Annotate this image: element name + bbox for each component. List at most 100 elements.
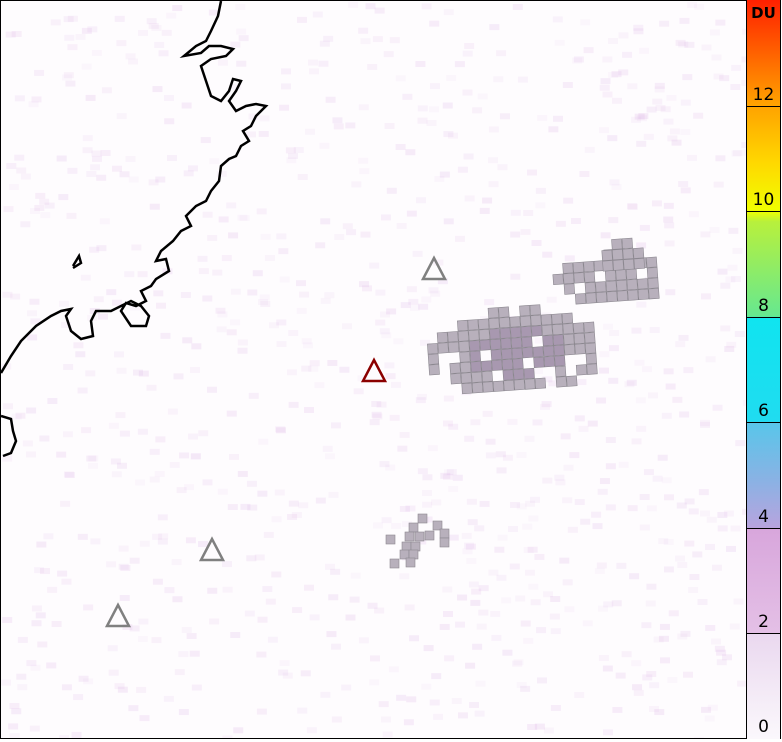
plume-cell [468, 329, 480, 341]
background-pixel [633, 24, 644, 31]
background-pixel [634, 113, 645, 120]
background-pixel [698, 489, 709, 496]
background-pixel [663, 216, 674, 223]
background-pixel [118, 563, 129, 570]
plume-cell [637, 278, 649, 290]
background-pixel [61, 578, 72, 585]
background-pixel [560, 433, 571, 440]
background-pixel [602, 91, 613, 98]
background-pixel [158, 50, 169, 57]
background-pixel [320, 297, 331, 304]
plume-cell [500, 337, 512, 350]
background-pixel [222, 735, 233, 742]
background-pixel [382, 731, 393, 738]
background-pixel [598, 655, 609, 662]
plume-cell [489, 328, 501, 340]
background-pixel [3, 206, 14, 213]
background-pixel [155, 302, 166, 309]
plume-cell [410, 541, 421, 552]
plume-cell [449, 362, 461, 374]
plume-cell [492, 380, 505, 392]
colorbar-tick [747, 422, 780, 424]
background-pixel [80, 274, 91, 281]
plume-cell [511, 347, 523, 359]
plume-cell [552, 273, 564, 285]
background-pixel [181, 102, 192, 109]
background-pixel [636, 425, 647, 432]
background-pixel [271, 516, 282, 523]
background-pixel [40, 212, 51, 219]
plume-cell [510, 337, 523, 349]
background-pixel [267, 636, 278, 643]
background-pixel [406, 696, 417, 703]
background-pixel [29, 725, 40, 732]
background-pixel [520, 228, 531, 235]
background-pixel [369, 419, 380, 426]
background-pixel [131, 244, 142, 251]
background-pixel [346, 229, 357, 236]
background-pixel [428, 287, 439, 294]
background-pixel [646, 106, 657, 113]
background-pixel [523, 210, 534, 217]
volcano-marker[interactable] [198, 536, 226, 562]
background-pixels [1, 1, 754, 742]
plume-cell [503, 379, 515, 392]
background-pixel [605, 463, 616, 470]
background-pixel [621, 651, 632, 658]
background-pixel [100, 150, 111, 157]
background-pixel [39, 568, 50, 575]
plume-cell [625, 268, 638, 280]
background-pixel [301, 338, 312, 345]
background-pixel [77, 387, 88, 394]
background-pixel [717, 268, 728, 275]
background-pixel [626, 203, 637, 210]
map-view[interactable] [0, 0, 754, 742]
background-pixel [471, 588, 482, 595]
plume-cell [512, 358, 524, 370]
plume-cell [632, 247, 645, 259]
background-pixel [256, 208, 267, 215]
background-pixel [197, 255, 208, 262]
background-pixel [39, 198, 50, 205]
background-pixel [34, 69, 45, 76]
background-pixel [676, 502, 687, 509]
background-pixel [608, 217, 619, 224]
plume-cell [521, 336, 533, 348]
background-pixel [652, 98, 663, 105]
background-pixel [315, 497, 326, 504]
background-pixel [372, 36, 383, 43]
volcano-marker-active[interactable] [360, 357, 388, 383]
background-pixel [334, 233, 345, 240]
background-pixel [303, 342, 314, 349]
background-pixel [348, 1, 359, 8]
background-pixel [507, 418, 518, 425]
plume-cell [573, 332, 586, 345]
background-pixel [464, 195, 475, 202]
background-pixel [472, 107, 483, 114]
background-pixel [322, 445, 333, 452]
background-pixel [573, 56, 584, 63]
background-pixel [548, 126, 559, 133]
plume-cell [459, 361, 472, 374]
background-pixel [422, 474, 433, 481]
background-pixel [381, 517, 392, 524]
background-pixel [286, 369, 297, 376]
background-pixel [466, 557, 477, 564]
background-pixel [138, 29, 149, 36]
background-pixel [527, 169, 538, 176]
background-pixel [358, 637, 369, 644]
background-pixel [372, 413, 383, 420]
background-pixel [92, 155, 103, 162]
background-pixel [35, 612, 46, 619]
volcano-marker[interactable] [104, 602, 132, 628]
background-pixel [167, 408, 178, 415]
background-pixel [258, 438, 269, 445]
plume-cell [534, 377, 547, 389]
background-pixel [464, 435, 475, 442]
colorbar-tick [747, 211, 780, 213]
background-pixel [116, 367, 127, 374]
background-pixel [106, 561, 117, 568]
background-pixel [138, 370, 149, 377]
volcano-marker[interactable] [420, 255, 448, 281]
background-pixel [720, 282, 731, 289]
